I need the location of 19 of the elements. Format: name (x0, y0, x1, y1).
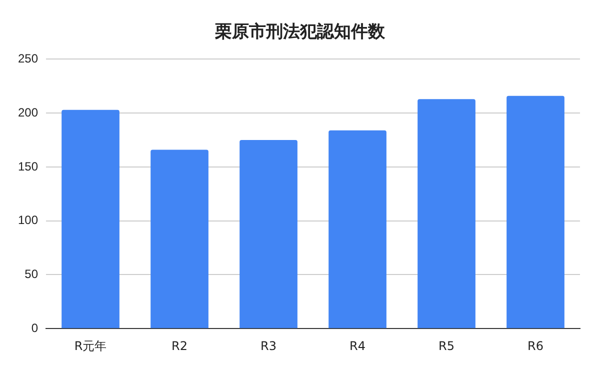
y-tick-label: 250 (18, 52, 38, 66)
x-tick-label: R3 (260, 338, 277, 353)
bar (240, 140, 298, 328)
y-tick-label: 100 (18, 213, 38, 228)
x-tick-label: R6 (528, 338, 544, 353)
y-tick-label: 150 (18, 159, 38, 174)
x-tick-label: R5 (438, 338, 454, 353)
y-tick-label: 0 (31, 320, 38, 335)
bar (506, 96, 564, 328)
y-tick-label: 200 (18, 105, 38, 120)
bar (150, 150, 208, 328)
bar (328, 130, 386, 328)
y-tick-label: 50 (24, 267, 38, 282)
x-tick-label: R4 (350, 338, 366, 353)
chart-title: 栗原市刑法犯認知件数 (214, 21, 386, 44)
bar (62, 110, 120, 328)
x-tick-label: R2 (172, 338, 188, 353)
x-tick-label: R元年 (74, 338, 107, 353)
bar (418, 99, 476, 328)
